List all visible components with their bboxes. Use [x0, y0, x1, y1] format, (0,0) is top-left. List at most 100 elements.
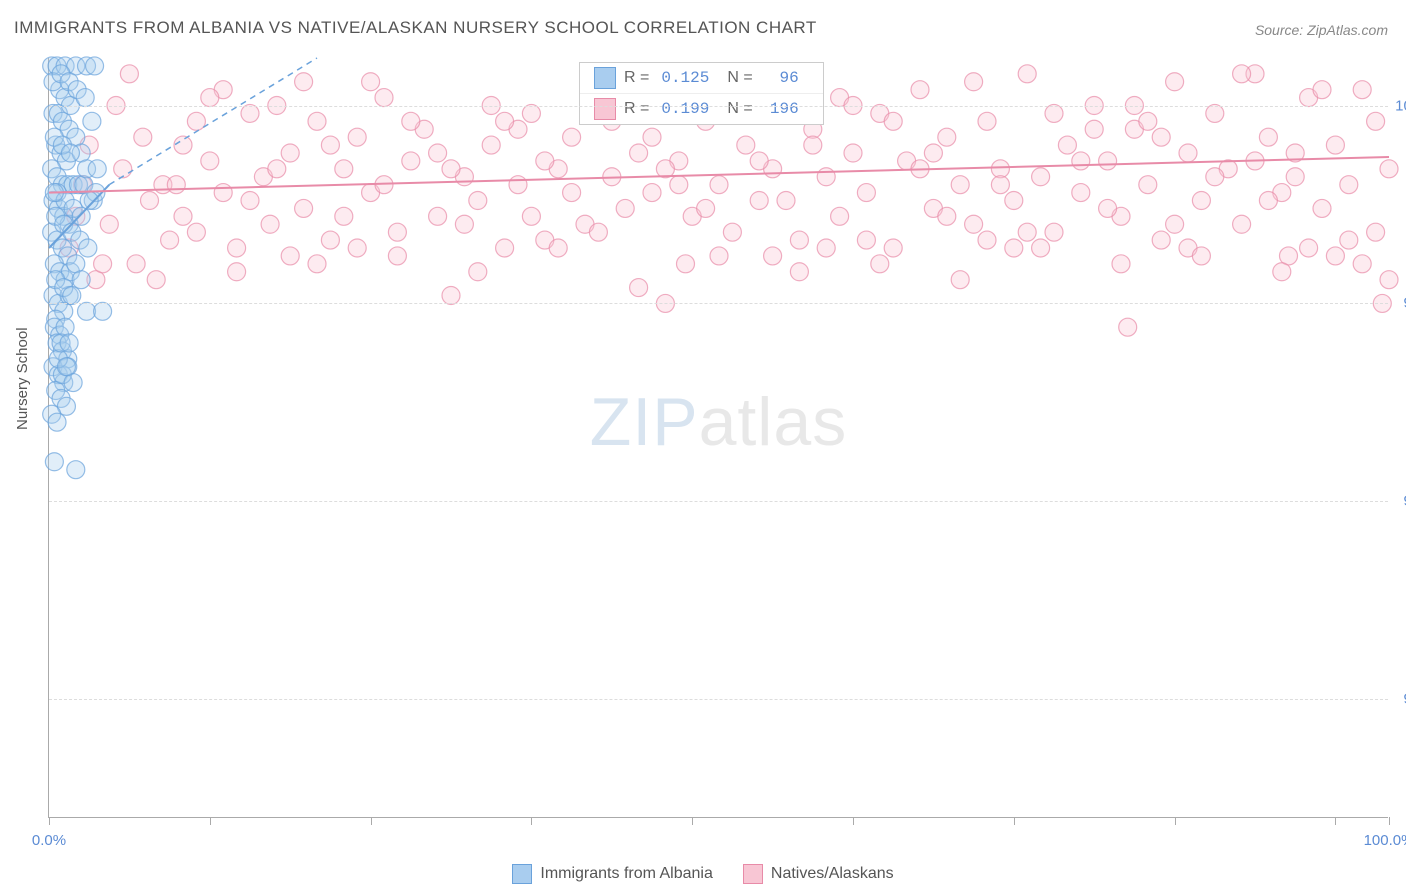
data-point — [94, 302, 112, 320]
data-point — [335, 207, 353, 225]
data-point — [57, 358, 75, 376]
data-point — [1233, 215, 1251, 233]
gridline — [49, 501, 1388, 502]
data-point — [167, 176, 185, 194]
data-point — [831, 207, 849, 225]
data-point — [201, 89, 219, 107]
data-point — [1005, 192, 1023, 210]
gridline — [49, 699, 1388, 700]
data-point — [1179, 144, 1197, 162]
data-point — [1152, 231, 1170, 249]
data-point — [509, 176, 527, 194]
chart-title: IMMIGRANTS FROM ALBANIA VS NATIVE/ALASKA… — [14, 18, 817, 38]
data-point — [214, 184, 232, 202]
data-point — [630, 279, 648, 297]
data-point — [48, 413, 66, 431]
source-attribution: Source: ZipAtlas.com — [1255, 22, 1388, 38]
data-point — [1300, 239, 1318, 257]
bottom-legend-item: Natives/Alaskans — [743, 864, 894, 884]
data-point — [201, 152, 219, 170]
data-point — [321, 231, 339, 249]
data-point — [723, 223, 741, 241]
legend-n-label: N = — [727, 69, 752, 87]
data-point — [563, 128, 581, 146]
data-point — [241, 192, 259, 210]
data-point — [817, 168, 835, 186]
x-tick — [531, 817, 532, 825]
data-point — [844, 144, 862, 162]
data-point — [804, 136, 822, 154]
x-tick — [692, 817, 693, 825]
data-point — [750, 152, 768, 170]
data-point — [951, 176, 969, 194]
data-point — [1340, 176, 1358, 194]
data-point — [388, 223, 406, 241]
y-axis-label: Nursery School — [14, 327, 31, 430]
data-point — [857, 231, 875, 249]
data-point — [362, 73, 380, 91]
legend-label: Natives/Alaskans — [771, 865, 894, 883]
data-point — [174, 136, 192, 154]
data-point — [924, 144, 942, 162]
data-point — [1018, 223, 1036, 241]
data-point — [1259, 128, 1277, 146]
data-point — [56, 318, 74, 336]
data-point — [295, 73, 313, 91]
data-point — [1005, 239, 1023, 257]
data-point — [348, 239, 366, 257]
data-point — [965, 215, 983, 233]
data-point — [161, 231, 179, 249]
data-point — [884, 112, 902, 130]
data-point — [321, 136, 339, 154]
data-point — [549, 239, 567, 257]
gridline — [49, 106, 1388, 107]
chart-plot-area: ZIPatlas R =0.125N =96R =0.199N =196 92.… — [48, 58, 1388, 818]
data-point — [1166, 73, 1184, 91]
data-point — [78, 302, 96, 320]
data-point — [938, 207, 956, 225]
data-point — [60, 334, 78, 352]
data-point — [589, 223, 607, 241]
data-point — [965, 73, 983, 91]
data-point — [261, 215, 279, 233]
data-point — [469, 192, 487, 210]
data-point — [388, 247, 406, 265]
data-point — [187, 112, 205, 130]
data-point — [1099, 152, 1117, 170]
data-point — [442, 287, 460, 305]
data-point — [884, 239, 902, 257]
x-tick — [1175, 817, 1176, 825]
data-point — [120, 65, 138, 83]
data-point — [174, 207, 192, 225]
data-point — [1085, 120, 1103, 138]
legend-n-label: N = — [727, 100, 752, 118]
legend-row: R =0.125N =96 — [580, 63, 823, 94]
data-point — [228, 239, 246, 257]
legend-n-value: 96 — [765, 69, 799, 87]
data-point — [871, 255, 889, 273]
legend-swatch — [512, 864, 532, 884]
data-point — [643, 128, 661, 146]
data-point — [429, 207, 447, 225]
data-point — [442, 160, 460, 178]
data-point — [522, 207, 540, 225]
data-point — [1139, 112, 1157, 130]
x-tick — [49, 817, 50, 825]
data-point — [1045, 223, 1063, 241]
data-point — [536, 152, 554, 170]
data-point — [402, 112, 420, 130]
data-point — [228, 263, 246, 281]
data-point — [402, 152, 420, 170]
data-point — [1072, 184, 1090, 202]
legend-row: R =0.199N =196 — [580, 94, 823, 124]
x-tick — [853, 817, 854, 825]
data-point — [100, 215, 118, 233]
data-point — [308, 112, 326, 130]
data-point — [469, 263, 487, 281]
data-point — [114, 160, 132, 178]
data-point — [1380, 271, 1398, 289]
data-point — [857, 184, 875, 202]
data-point — [710, 247, 728, 265]
data-point — [45, 453, 63, 471]
data-point — [429, 144, 447, 162]
